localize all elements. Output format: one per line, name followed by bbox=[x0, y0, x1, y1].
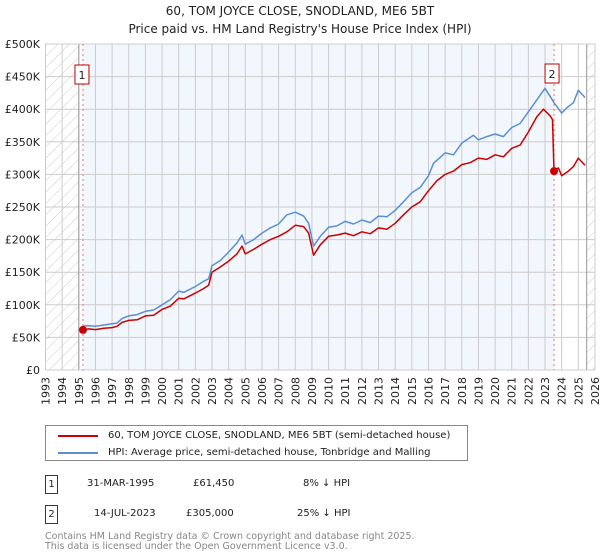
sale-point bbox=[550, 167, 559, 176]
legend: 60, TOM JOYCE CLOSE, SNODLAND, ME6 5BT (… bbox=[45, 425, 468, 461]
x-tick-label: 1998 bbox=[123, 377, 136, 405]
legend-label: HPI: Average price, semi-detached house,… bbox=[108, 447, 431, 458]
chart-title: 60, TOM JOYCE CLOSE, SNODLAND, ME6 5BT bbox=[166, 4, 435, 18]
footer: Contains HM Land Registry data © Crown c… bbox=[45, 532, 415, 552]
footer-licence: This data is licensed under the Open Gov… bbox=[45, 541, 348, 552]
y-tick-label: £400K bbox=[5, 103, 41, 116]
x-tick-label: 2007 bbox=[273, 377, 286, 405]
x-tick-label: 2016 bbox=[422, 377, 435, 405]
transaction-date: 14-JUL-2023 bbox=[94, 508, 156, 519]
y-tick-label: £250K bbox=[5, 201, 41, 214]
transaction-price: £305,000 bbox=[186, 508, 234, 519]
sale-label-box: 1 bbox=[74, 64, 90, 85]
x-tick-label: 2024 bbox=[556, 377, 569, 405]
x-tick-label: 2001 bbox=[173, 377, 186, 405]
price-chart: 60, TOM JOYCE CLOSE, SNODLAND, ME6 5BT P… bbox=[5, 4, 600, 405]
chart-subtitle: Price paid vs. HM Land Registry's House … bbox=[128, 22, 471, 36]
x-tick-label: 1999 bbox=[139, 377, 152, 405]
x-tick-label: 2000 bbox=[156, 377, 169, 405]
x-tick-label: 1996 bbox=[89, 377, 102, 405]
x-tick-label: 2013 bbox=[373, 377, 386, 405]
sale-label-number: 2 bbox=[549, 68, 556, 81]
x-tick-label: 2026 bbox=[589, 377, 600, 405]
y-tick-label: £350K bbox=[5, 136, 41, 149]
x-tick-label: 2020 bbox=[489, 377, 502, 405]
plot-border bbox=[45, 43, 596, 371]
footer-copyright: Contains HM Land Registry data © Crown c… bbox=[45, 531, 415, 542]
y-tick-label: £500K bbox=[5, 38, 41, 51]
sale-label-border bbox=[544, 63, 560, 84]
hpi-line bbox=[82, 87, 586, 328]
x-tick-label: 2018 bbox=[456, 377, 469, 405]
x-tick-label: 2014 bbox=[389, 377, 402, 405]
y-tick-label: £50K bbox=[12, 331, 41, 344]
x-tick-label: 1994 bbox=[56, 377, 69, 405]
x-tick-label: 1993 bbox=[40, 377, 53, 405]
legend-label: 60, TOM JOYCE CLOSE, SNODLAND, ME6 5BT (… bbox=[108, 430, 451, 441]
transaction-delta: 25% ↓ HPI bbox=[297, 508, 351, 519]
x-tick-label: 2004 bbox=[223, 377, 236, 405]
transaction-row: 2 14-JUL-2023 £305,000 25% ↓ HPI bbox=[45, 505, 445, 525]
x-tick-label: 2009 bbox=[306, 377, 319, 405]
x-tick-label: 2005 bbox=[239, 377, 252, 405]
x-tick-label: 2015 bbox=[406, 377, 419, 405]
legend-swatch-red bbox=[58, 434, 98, 437]
x-tick-label: 2023 bbox=[539, 377, 552, 405]
x-tick-label: 2011 bbox=[339, 377, 352, 405]
y-tick-label: £150K bbox=[5, 266, 41, 279]
y-tick-label: £450K bbox=[5, 71, 41, 84]
x-tick-label: 2017 bbox=[439, 377, 452, 405]
sale-label-number: 1 bbox=[78, 69, 85, 82]
sale-label-border bbox=[74, 64, 90, 85]
x-tick-label: 2006 bbox=[256, 377, 269, 405]
x-tick-label: 2010 bbox=[323, 377, 336, 405]
sale-point bbox=[78, 325, 87, 334]
transaction-delta: 8% ↓ HPI bbox=[303, 478, 351, 489]
x-tick-label: 2002 bbox=[189, 377, 202, 405]
x-tick-label: 1997 bbox=[106, 377, 119, 405]
property-price-line bbox=[82, 108, 586, 331]
x-tick-label: 2003 bbox=[206, 377, 219, 405]
x-tick-label: 2008 bbox=[289, 377, 302, 405]
x-tick-label: 2022 bbox=[522, 377, 535, 405]
x-tick-label: 2021 bbox=[506, 377, 519, 405]
y-tick-label: £0 bbox=[26, 364, 40, 377]
sale-label-box: 2 bbox=[544, 63, 560, 84]
x-tick-label: 2025 bbox=[572, 377, 585, 405]
y-tick-label: £200K bbox=[5, 234, 41, 247]
transaction-price: £61,450 bbox=[193, 478, 235, 489]
legend-item-hpi: HPI: Average price, semi-detached house,… bbox=[58, 447, 431, 458]
y-tick-label: £300K bbox=[5, 168, 41, 181]
x-tick-label: 2012 bbox=[356, 377, 369, 405]
legend-swatch-blue bbox=[58, 451, 98, 454]
transaction-date: 31-MAR-1995 bbox=[87, 478, 155, 489]
legend-item-property: 60, TOM JOYCE CLOSE, SNODLAND, ME6 5BT (… bbox=[58, 430, 450, 441]
transaction-marker: 2 bbox=[45, 505, 58, 524]
transaction-marker: 1 bbox=[45, 475, 58, 494]
x-tick-label: 2019 bbox=[472, 377, 485, 405]
x-tick-label: 1995 bbox=[73, 377, 86, 405]
y-tick-label: £100K bbox=[5, 299, 41, 312]
transaction-row: 1 31-MAR-1995 £61,450 8% ↓ HPI bbox=[45, 475, 445, 495]
